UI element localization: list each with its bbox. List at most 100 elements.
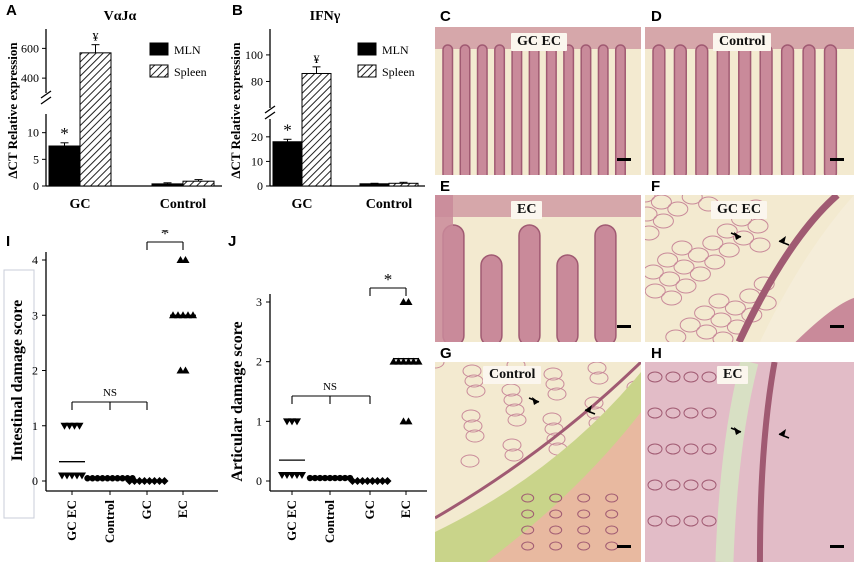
villus — [528, 44, 540, 175]
significance-mark: ¥ — [314, 52, 320, 66]
panel-letter-f: F — [651, 178, 661, 195]
adipocyte — [460, 454, 480, 468]
adipocyte — [704, 254, 726, 270]
data-point — [404, 417, 413, 425]
axis-break-mark — [40, 96, 52, 105]
villus — [545, 44, 557, 175]
panel-letter-c: C — [440, 8, 451, 25]
y-tick-label: 5 — [33, 152, 39, 166]
bar-mln-gc — [48, 145, 81, 187]
micrograph-image — [645, 362, 854, 562]
y-axis-label: ΔCT Relative expression — [228, 42, 243, 179]
adipocyte — [587, 362, 607, 375]
panel-letter-i: I — [6, 233, 11, 250]
adipocyte — [718, 242, 740, 258]
data-point — [293, 418, 301, 426]
legend-label: MLN — [382, 43, 409, 57]
bracket-label: NS — [103, 387, 117, 399]
data-point — [348, 477, 357, 485]
chondrocyte — [647, 479, 663, 491]
adipocyte — [505, 403, 525, 417]
adipocyte — [716, 223, 738, 239]
synovial-lining — [435, 362, 641, 520]
chart-title: IFNγ — [310, 9, 341, 24]
data-point — [306, 474, 314, 482]
adipocyte — [462, 364, 482, 378]
panel-letter-j: J — [228, 233, 237, 250]
legend-swatch-spleen — [149, 64, 169, 78]
scale-bar — [830, 158, 844, 161]
y-axis-label: Intestinal damage score — [9, 300, 26, 461]
adipocyte — [724, 300, 746, 316]
chondrocyte — [577, 525, 591, 535]
y-tick-label: 2 — [32, 364, 38, 378]
y-tick-label: 600 — [21, 41, 39, 55]
chondrocyte — [683, 443, 699, 455]
data-point — [84, 475, 91, 482]
chondrocyte — [521, 493, 535, 503]
bar-mln-control — [359, 183, 390, 187]
adipocyte — [645, 206, 658, 222]
micrograph-label: GC EC — [511, 33, 567, 51]
bracket-label: NS — [323, 381, 337, 393]
adipocyte — [645, 283, 666, 299]
micrograph-image — [645, 27, 854, 175]
y-tick-label: 1 — [32, 419, 38, 433]
x-tick-label: GC EC — [284, 500, 299, 541]
scale-bar — [830, 545, 844, 548]
legend-swatch-spleen — [357, 64, 377, 78]
data-point — [383, 477, 392, 485]
chondrocyte — [647, 443, 663, 455]
chondrocyte — [683, 515, 699, 527]
axis-break-mark — [264, 105, 276, 114]
chondrocyte — [577, 493, 591, 503]
micrograph-image — [435, 27, 641, 175]
villus — [652, 44, 666, 175]
adipocyte — [584, 396, 604, 410]
pointer-arrowhead — [779, 429, 786, 437]
villus — [518, 224, 541, 342]
adipocyte — [466, 384, 486, 398]
y-tick-label: 3 — [256, 295, 262, 309]
synovial-lining — [756, 362, 778, 562]
x-tick-label: EC — [398, 500, 413, 518]
y-axis-label: ΔCT Relative expression — [5, 42, 20, 179]
chondrocyte — [665, 515, 681, 527]
adipocyte — [712, 331, 734, 342]
chondrocyte — [605, 509, 619, 519]
scale-bar — [617, 545, 631, 548]
x-tick-label: Control — [366, 197, 413, 212]
y-tick-label: 400 — [21, 71, 39, 85]
bar-spleen-gc — [79, 52, 112, 187]
bar-mln-gc — [272, 141, 303, 187]
chondrocyte — [605, 493, 619, 503]
adipocyte — [650, 195, 672, 210]
chondrocyte — [521, 541, 535, 551]
y-tick-label: 2 — [256, 355, 262, 369]
panel-letter-a: A — [6, 2, 17, 19]
bar-chart-ifn-gamma: IFNγ ΔCT Relative expression 0 10 20 80 100 * ¥ G… — [228, 9, 425, 212]
villus — [759, 44, 773, 175]
micrograph-c: GC EC — [435, 27, 641, 175]
adipocyte — [659, 271, 681, 287]
adipocyte — [710, 312, 732, 328]
y-tick-label: 10 — [251, 154, 263, 168]
panel-letter-e: E — [440, 178, 451, 195]
data-point — [89, 475, 96, 482]
scale-bar — [617, 325, 631, 328]
adipocyte — [589, 371, 609, 385]
villus — [494, 44, 506, 175]
villus — [780, 44, 795, 175]
chondrocyte — [605, 525, 619, 535]
micrograph-d: Control — [645, 27, 854, 175]
chondrocyte — [665, 371, 681, 383]
cartilage — [486, 412, 641, 562]
legend-swatch-mln — [149, 42, 169, 56]
micrograph-image — [435, 195, 641, 342]
data-point — [311, 474, 319, 482]
adipocyte — [645, 225, 660, 241]
legend-label: Spleen — [382, 65, 415, 79]
chondrocyte — [683, 479, 699, 491]
villus — [673, 44, 687, 175]
chondrocyte — [665, 443, 681, 455]
